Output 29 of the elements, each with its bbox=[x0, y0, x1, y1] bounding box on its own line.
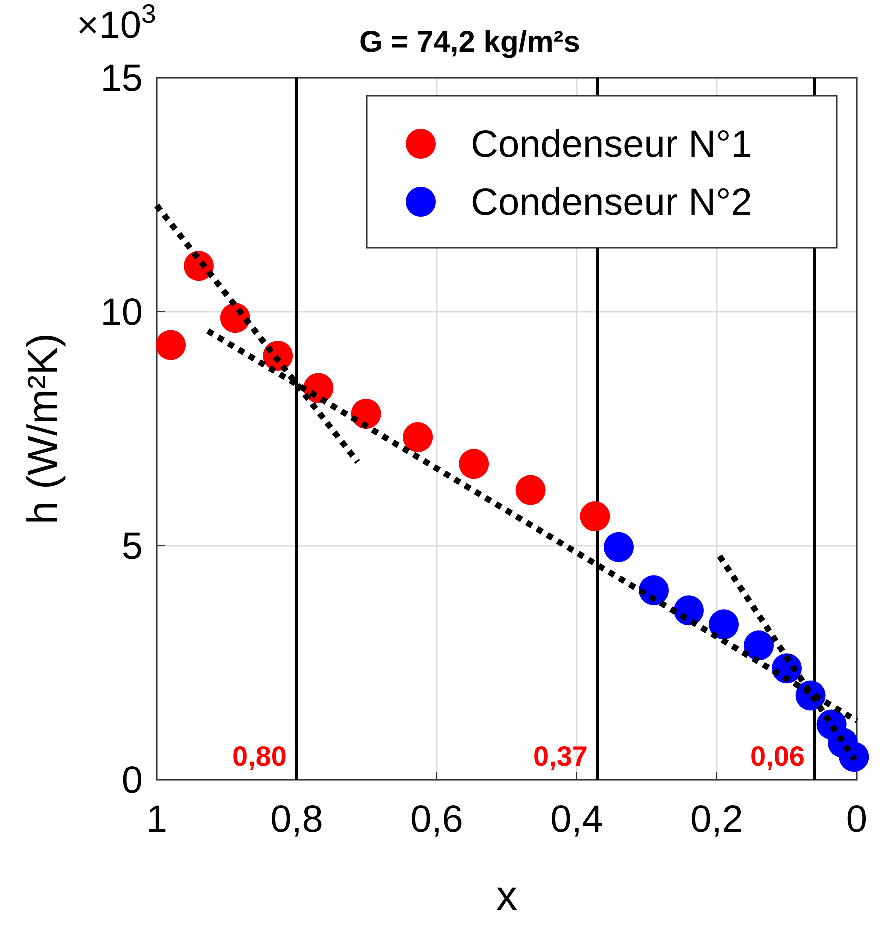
point bbox=[744, 630, 774, 661]
ref-line-label: 0,80 bbox=[232, 741, 287, 772]
ref-line-label: 0,37 bbox=[534, 741, 588, 772]
x-axis-title: x bbox=[496, 872, 518, 919]
text: ×10$^{3}$ bbox=[77, 0, 156, 47]
chart-title: G = 74,2 kg/m²s bbox=[360, 26, 580, 59]
point bbox=[403, 422, 434, 452]
y-tick-label: 0 bbox=[122, 760, 143, 802]
x-tick-label: 1 bbox=[146, 799, 168, 841]
point bbox=[351, 399, 382, 430]
point bbox=[156, 330, 186, 360]
point bbox=[580, 502, 610, 532]
ref-line-label: 0,06 bbox=[750, 741, 805, 772]
legend-label: Condenseur N°1 bbox=[471, 124, 752, 166]
y-tick-label: 15 bbox=[100, 58, 143, 100]
x-tick-label: 0 bbox=[846, 799, 868, 841]
x-tick-label: 0,2 bbox=[690, 799, 744, 841]
y-tick-label: 5 bbox=[122, 526, 143, 568]
y-axis-title: h (W/m²K) bbox=[19, 333, 66, 525]
point bbox=[839, 742, 870, 772]
x-tick-label: 0,8 bbox=[270, 799, 324, 841]
x-tick-label: 0,6 bbox=[410, 799, 464, 841]
point bbox=[459, 449, 490, 480]
point bbox=[709, 610, 739, 640]
point bbox=[604, 532, 634, 562]
y-tick-label: 10 bbox=[100, 292, 143, 334]
point bbox=[516, 475, 546, 506]
x-tick-label: 0,4 bbox=[550, 799, 604, 841]
legend-label: Condenseur N°2 bbox=[471, 182, 752, 224]
